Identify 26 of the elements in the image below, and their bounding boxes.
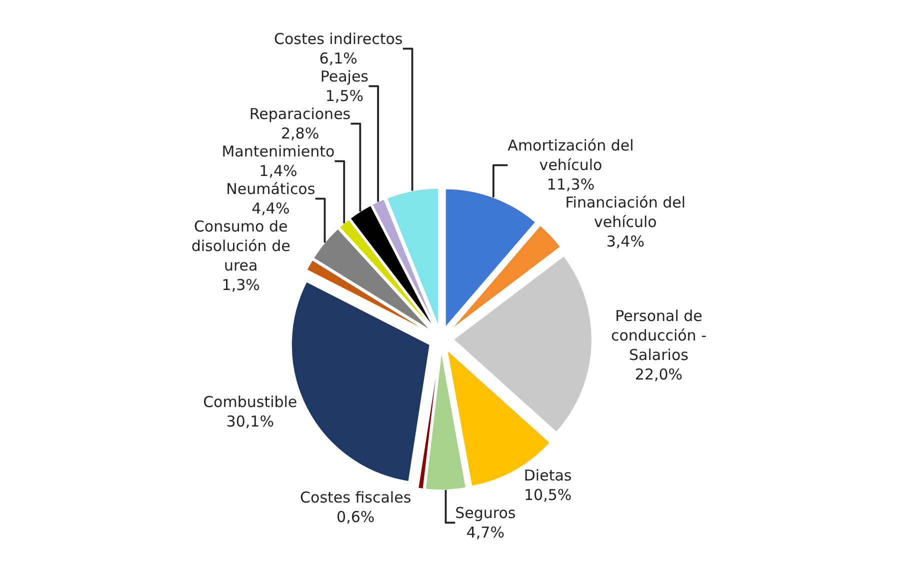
data-label: 1,4% [259,162,298,180]
data-label: 30,1% [226,412,274,430]
slice-label: Costes fiscales [300,488,412,506]
data-label: 3,4% [606,232,644,251]
data-label: 1,3% [222,276,260,294]
data-label: 0,6% [336,508,375,526]
data-label: 10,5% [524,486,572,504]
slice-label: Financiación del vehículo [565,194,686,232]
slice-label: Dietas [524,466,572,484]
slice-label: Amortización del vehículo [508,136,634,174]
data-label: 4,7% [466,523,504,542]
data-label: 11,3% [546,176,595,194]
slice-label: Peajes [320,67,369,86]
data-label: 6,1% [319,49,358,68]
slice-label: Seguros [455,504,516,522]
slice-label: Neumáticos [226,180,316,198]
slice-label: Consumo de disolución de urea [191,217,290,274]
data-label: 4,4% [252,199,290,218]
data-label: 2,8% [280,124,320,142]
slice-label: Mantenimiento [222,142,335,160]
slice-label: Combustible [203,392,298,411]
slice-label: Costes indirectos [274,30,403,48]
slice-label: Personal de conducción - Salarios [610,307,706,364]
slice-label: Reparaciones [249,104,351,123]
data-label: 22,0% [634,366,683,384]
data-label: 1,5% [325,86,364,105]
